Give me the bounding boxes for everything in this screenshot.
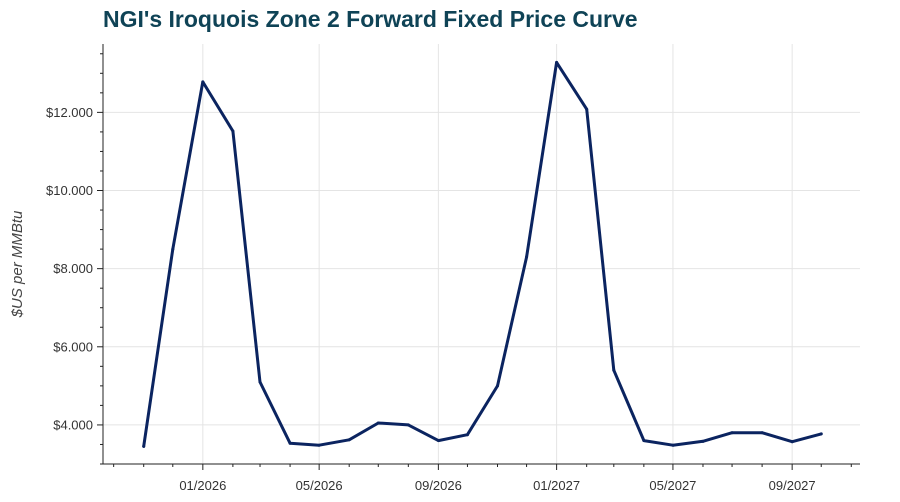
ticks: $4.000 $6.000 $8.000 $10.000 $12.000 01/2026 0… [46, 53, 852, 493]
y-tick-label: $12.000 [46, 105, 93, 120]
y-axis-title: $US per MMBtu [9, 210, 26, 318]
data-point [525, 255, 529, 259]
chart-title: NGI's Iroquois Zone 2 Forward Fixed Pric… [103, 6, 638, 32]
data-point [701, 439, 705, 443]
axes [102, 44, 860, 465]
series-line [142, 60, 823, 448]
data-point [288, 441, 292, 445]
data-point [436, 439, 440, 443]
data-point [671, 443, 675, 447]
data-point [790, 440, 794, 444]
data-point [642, 439, 646, 443]
x-tick-label: 05/2027 [649, 478, 696, 493]
data-point [317, 443, 321, 447]
data-point [495, 384, 499, 388]
data-point [465, 433, 469, 437]
data-point [730, 431, 734, 435]
x-tick-label: 01/2027 [533, 478, 580, 493]
data-point [231, 129, 235, 133]
data-point [585, 107, 589, 111]
y-tick-label: $10.000 [46, 183, 93, 198]
series-layer [142, 60, 823, 448]
grid-lines [103, 44, 860, 464]
data-point [142, 444, 146, 448]
x-tick-label: 01/2026 [179, 478, 226, 493]
data-point [819, 432, 823, 436]
y-tick-label: $8.000 [53, 261, 93, 276]
data-point [376, 421, 380, 425]
x-tick-label: 09/2027 [769, 478, 816, 493]
x-tick-label: 09/2026 [415, 478, 462, 493]
data-point [760, 431, 764, 435]
data-point [555, 60, 559, 64]
x-tick-label: 05/2026 [296, 478, 343, 493]
data-point [406, 423, 410, 427]
y-tick-label: $4.000 [53, 417, 93, 432]
y-tick-label: $6.000 [53, 339, 93, 354]
data-point [201, 80, 205, 84]
data-point [171, 247, 175, 251]
data-point [612, 368, 616, 372]
data-point [258, 380, 262, 384]
data-point [347, 438, 351, 442]
